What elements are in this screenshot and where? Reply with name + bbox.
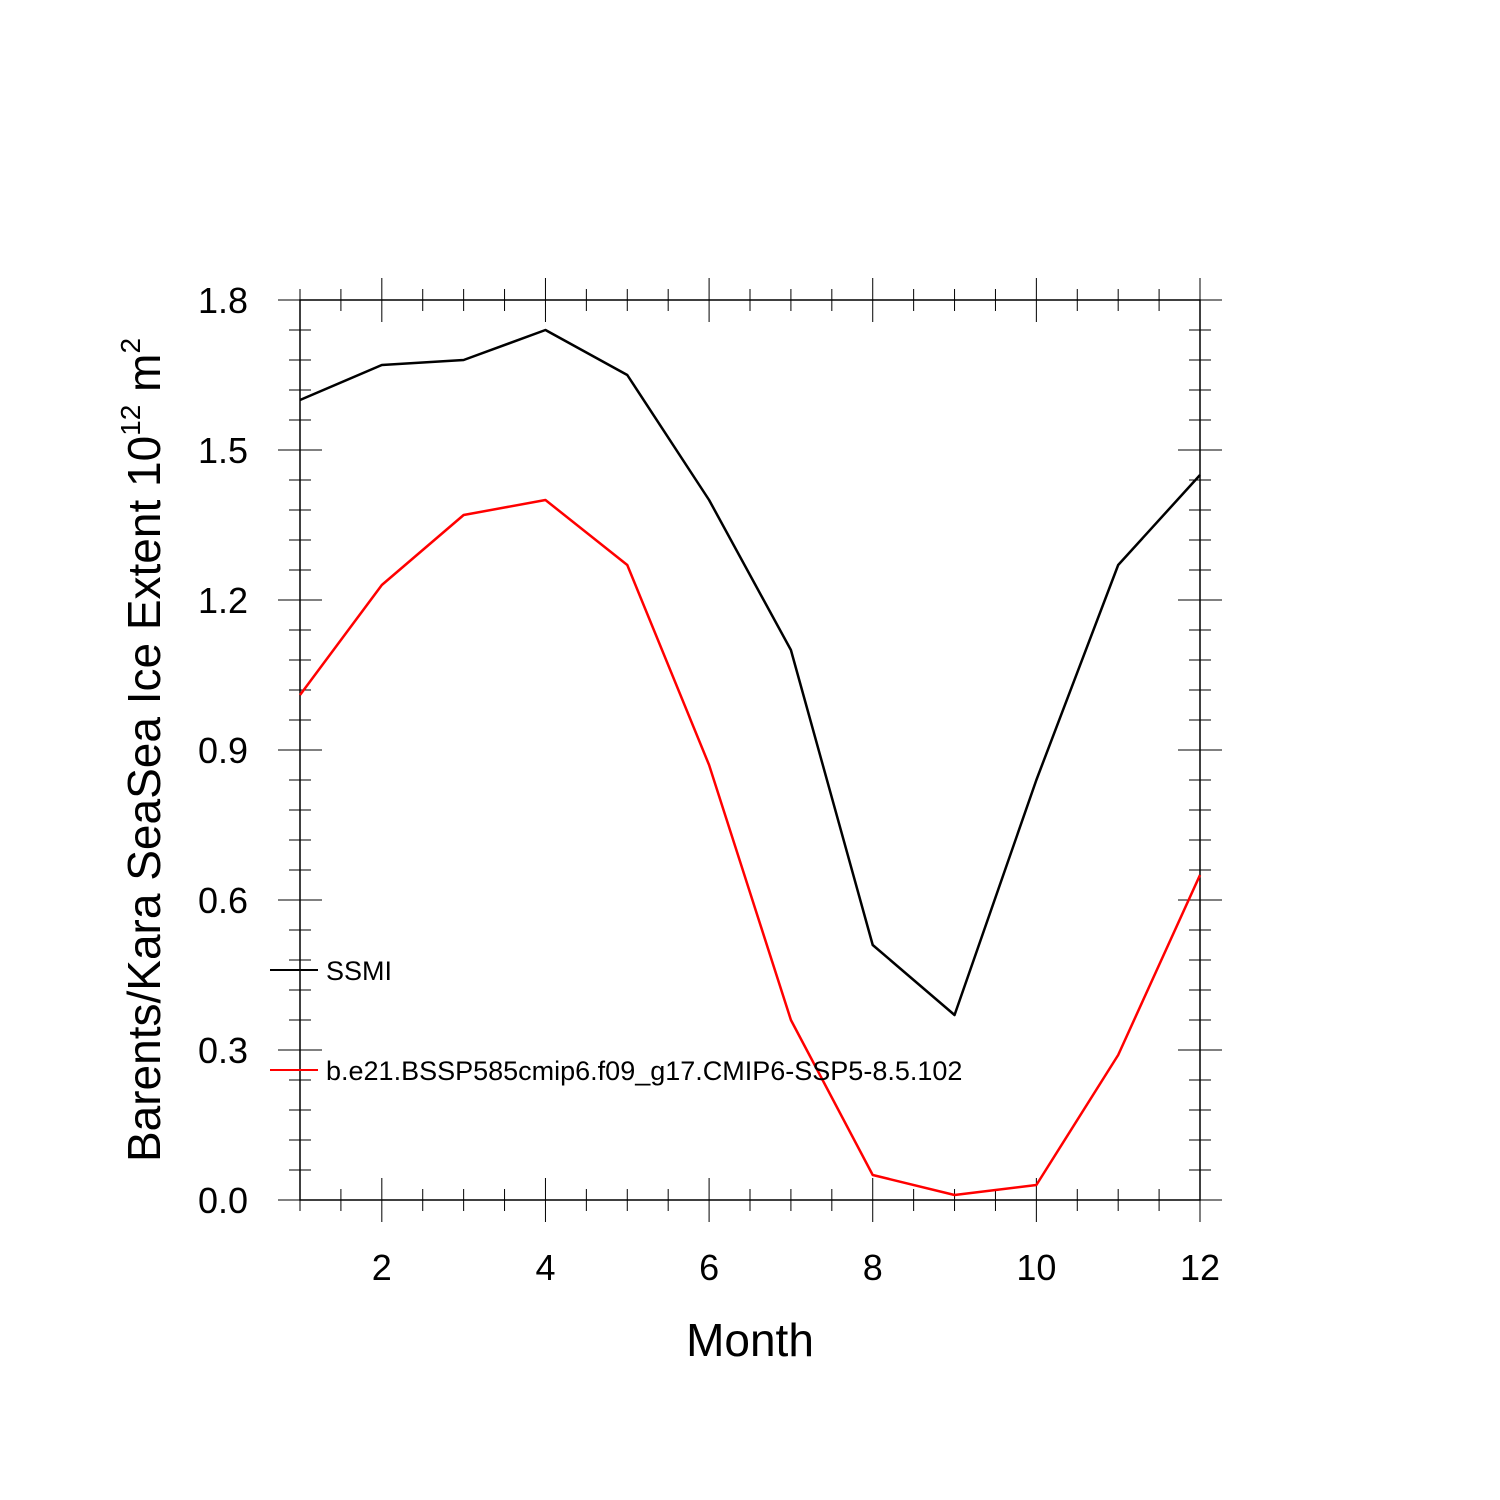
y-tick-label: 0.0 [198,1180,248,1221]
y-tick-label: 0.6 [198,880,248,921]
y-axis-title-main: Barents/Kara SeaSea Ice Extent 10 [118,436,170,1162]
legend: SSMI b.e21.BSSP585cmip6.f09_g17.CMIP6-SS… [270,956,962,1086]
x-axis-title: Month [686,1314,814,1366]
legend-label-ssmi: SSMI [326,956,392,986]
x-tick-label: 12 [1180,1247,1220,1288]
y-tick-label: 0.9 [198,730,248,771]
y-axis-title-unit: m [118,354,170,405]
series-line-ssmi [299,328,1201,1017]
x-tick-label: 6 [699,1247,719,1288]
x-tick-label: 8 [863,1247,883,1288]
y-tick-label: 1.5 [198,430,248,471]
y-axis-title-exponent: 12 [115,405,146,436]
y-tick-label: 1.2 [198,580,248,621]
series-line-model [298,498,1202,1197]
y-tick-label: 1.8 [198,280,248,321]
x-tick-label: 10 [1016,1247,1056,1288]
x-tick-label: 4 [535,1247,555,1288]
y-tick-label: 0.3 [198,1030,248,1071]
series-lines [298,328,1202,1197]
y-axis-title: Barents/Kara SeaSea Ice Extent 1012 m2 [115,338,170,1162]
legend-label-model: b.e21.BSSP585cmip6.f09_g17.CMIP6-SSP5-8.… [326,1056,962,1086]
y-axis-title-unit-exponent: 2 [115,338,146,354]
x-tick-label: 2 [372,1247,392,1288]
axis-tick-labels: 2 4 6 8 10 12 0.0 0.3 0.6 0.9 1.2 1.5 1.8 [198,280,1220,1288]
axis-ticks [278,278,1222,1222]
